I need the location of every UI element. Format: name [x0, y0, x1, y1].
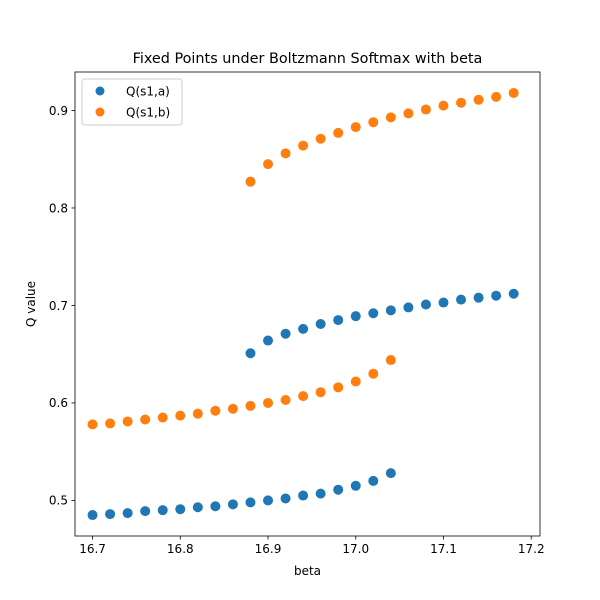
- y-axis-label: Q value: [24, 281, 38, 327]
- data-point: [175, 504, 186, 515]
- y-tick-label: 0.8: [49, 201, 68, 215]
- data-point: [140, 414, 151, 425]
- data-point: [210, 405, 221, 416]
- data-point: [192, 502, 203, 513]
- data-point: [192, 408, 203, 419]
- x-axis: 16.7 16.8 16.9 17.0 17.1 17.2: [79, 536, 545, 556]
- plot-frame: [74, 71, 541, 537]
- data-point: [105, 509, 116, 520]
- data-point: [245, 400, 256, 411]
- legend-marker: [95, 86, 105, 96]
- data-point: [385, 355, 396, 366]
- data-point: [157, 505, 168, 516]
- chart-title: Fixed Points under Boltzmann Softmax wit…: [133, 51, 483, 67]
- data-point: [385, 468, 396, 479]
- data-point: [140, 506, 151, 517]
- data-point: [438, 100, 449, 111]
- legend-label: Q(s1,a): [126, 84, 170, 98]
- data-point: [245, 176, 256, 187]
- y-tick-label: 0.6: [49, 396, 68, 410]
- data-point: [385, 305, 396, 316]
- data-point: [333, 127, 344, 138]
- data-point: [456, 97, 467, 108]
- data-point: [403, 302, 414, 313]
- data-point: [298, 490, 309, 501]
- legend-marker: [95, 107, 105, 117]
- series-q-s1-a: [87, 288, 519, 521]
- data-point: [105, 418, 116, 429]
- data-point: [280, 328, 291, 339]
- data-point: [368, 117, 379, 128]
- plot-area: [87, 87, 519, 521]
- y-axis: 0.5 0.6 0.7 0.8 0.9: [49, 104, 75, 508]
- data-point: [315, 488, 326, 499]
- legend: Q(s1,a) Q(s1,b): [81, 78, 183, 126]
- data-point: [298, 140, 309, 151]
- data-point: [227, 403, 238, 414]
- data-point: [350, 376, 361, 387]
- legend-label: Q(s1,b): [126, 105, 170, 119]
- x-tick-label: 17.1: [430, 542, 457, 556]
- data-point: [420, 299, 431, 310]
- data-point: [315, 133, 326, 144]
- data-point: [280, 395, 291, 406]
- data-point: [491, 290, 502, 301]
- data-point: [438, 297, 449, 308]
- y-tick-label: 0.9: [49, 104, 68, 118]
- data-point: [420, 104, 431, 115]
- data-point: [263, 495, 274, 506]
- data-point: [175, 410, 186, 421]
- data-point: [350, 480, 361, 491]
- data-point: [333, 382, 344, 393]
- data-point: [368, 475, 379, 486]
- data-point: [333, 484, 344, 495]
- data-point: [210, 501, 221, 512]
- data-point: [315, 387, 326, 398]
- data-point: [333, 315, 344, 326]
- data-point: [263, 335, 274, 346]
- legend-frame: [81, 78, 183, 126]
- data-point: [245, 348, 256, 359]
- data-point: [473, 94, 484, 105]
- data-point: [315, 318, 326, 329]
- data-point: [456, 294, 467, 305]
- x-tick-label: 16.9: [255, 542, 282, 556]
- data-point: [385, 112, 396, 123]
- data-point: [122, 416, 133, 427]
- data-point: [368, 368, 379, 379]
- data-point: [508, 87, 519, 98]
- data-point: [508, 288, 519, 299]
- y-tick-label: 0.5: [49, 494, 68, 508]
- y-tick-label: 0.7: [49, 299, 68, 313]
- data-point: [263, 159, 274, 170]
- x-tick-label: 16.8: [167, 542, 194, 556]
- data-point: [280, 148, 291, 159]
- data-point: [473, 292, 484, 303]
- data-point: [403, 108, 414, 119]
- data-point: [350, 122, 361, 133]
- data-point: [263, 397, 274, 408]
- x-axis-label: beta: [294, 564, 321, 578]
- data-point: [298, 323, 309, 334]
- data-point: [280, 493, 291, 504]
- data-point: [122, 508, 133, 519]
- x-tick-label: 16.7: [79, 542, 106, 556]
- data-point: [368, 308, 379, 319]
- data-point: [350, 311, 361, 322]
- data-point: [87, 419, 98, 430]
- data-point: [227, 499, 238, 510]
- data-point: [298, 391, 309, 402]
- x-tick-label: 17.2: [518, 542, 545, 556]
- data-point: [87, 510, 98, 521]
- data-point: [491, 91, 502, 102]
- series-q-s1-b: [87, 87, 519, 430]
- data-point: [157, 412, 168, 423]
- data-point: [245, 497, 256, 508]
- x-tick-label: 17.0: [342, 542, 369, 556]
